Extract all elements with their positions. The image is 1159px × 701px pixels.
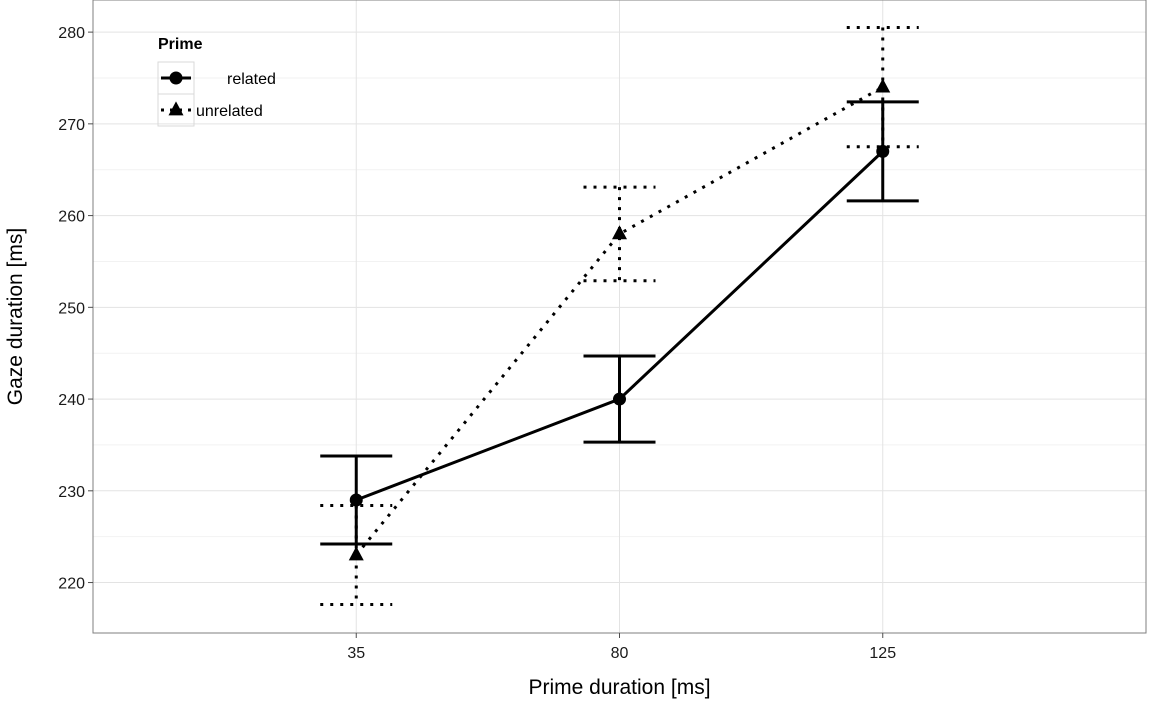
y-tick-label: 250	[58, 300, 85, 317]
y-tick-label: 280	[58, 25, 85, 42]
data-point-triangle	[168, 101, 184, 116]
x-tick-label: 35	[347, 645, 365, 662]
y-axis-title: Gaze duration [ms]	[4, 228, 27, 405]
y-axis: 220 230 240 250 260 270 280	[58, 25, 93, 593]
grid-major	[93, 0, 1146, 633]
legend-label-unrelated: unrelated	[196, 103, 263, 120]
data-point-triangle	[348, 546, 364, 561]
y-tick-label: 220	[58, 576, 85, 593]
y-tick-label: 260	[58, 209, 85, 226]
data-point-circle	[349, 493, 363, 507]
x-axis: 35 80 125	[347, 633, 896, 662]
x-axis-title: Prime duration [ms]	[528, 676, 710, 699]
series-related	[320, 100, 919, 546]
legend-key-box	[157, 93, 195, 127]
legend-label-related: related	[227, 71, 276, 88]
series-unrelated	[320, 26, 919, 607]
legend: Prime related unrelated	[157, 36, 276, 127]
x-tick-label: 125	[869, 645, 896, 662]
y-tick-label: 270	[58, 117, 85, 134]
data-point-triangle	[875, 78, 891, 93]
legend-key-unrelated	[161, 101, 191, 116]
data-point-triangle	[612, 225, 627, 240]
x-tick-label: 80	[611, 645, 629, 662]
series-layer	[320, 26, 919, 607]
legend-key-related	[161, 71, 191, 85]
y-tick-label: 240	[58, 392, 85, 409]
legend-title: Prime	[158, 36, 203, 53]
data-point-circle	[169, 71, 183, 85]
y-tick-label: 230	[58, 484, 85, 501]
data-point-circle	[613, 392, 626, 406]
